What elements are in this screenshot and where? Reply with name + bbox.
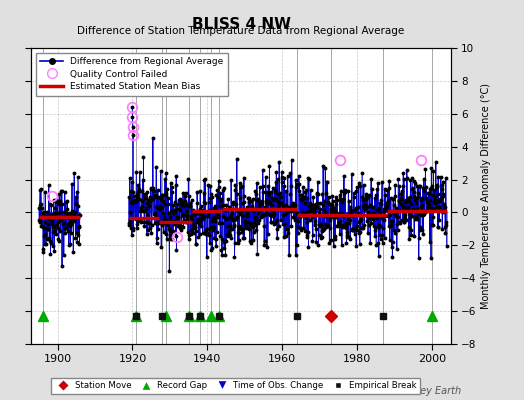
Text: Difference of Station Temperature Data from Regional Average: Difference of Station Temperature Data f… <box>78 26 405 36</box>
Legend: Station Move, Record Gap, Time of Obs. Change, Empirical Break: Station Move, Record Gap, Time of Obs. C… <box>51 378 420 394</box>
Y-axis label: Monthly Temperature Anomaly Difference (°C): Monthly Temperature Anomaly Difference (… <box>481 83 490 309</box>
Title: BLISS 4 NW: BLISS 4 NW <box>192 16 290 32</box>
Text: Berkeley Earth: Berkeley Earth <box>389 386 461 396</box>
Legend: Difference from Regional Average, Quality Control Failed, Estimated Station Mean: Difference from Regional Average, Qualit… <box>36 52 228 96</box>
